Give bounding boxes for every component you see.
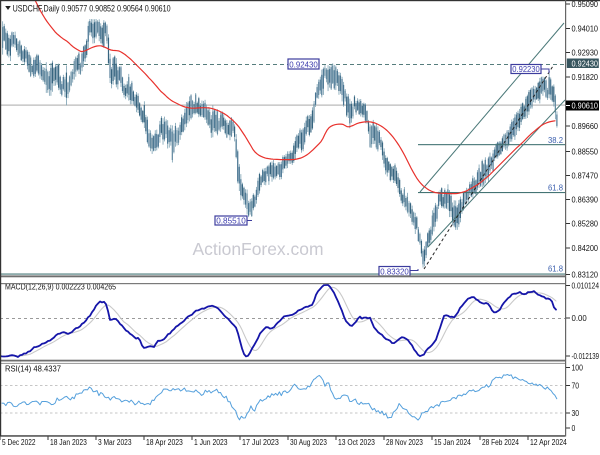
svg-text:0.010124: 0.010124: [572, 282, 600, 291]
svg-text:0.92430: 0.92430: [289, 59, 318, 69]
svg-text:12 Apr 2024: 12 Apr 2024: [530, 438, 567, 447]
svg-text:0.88550: 0.88550: [572, 148, 599, 157]
svg-text:MACD(12,26,9) 0.002223 0.00426: MACD(12,26,9) 0.002223 0.004265: [5, 283, 116, 292]
svg-text:0.85510: 0.85510: [216, 215, 246, 225]
svg-text:0.95090: 0.95090: [572, 0, 599, 9]
svg-text:0.92430: 0.92430: [572, 60, 599, 69]
svg-text:38.2: 38.2: [548, 136, 564, 145]
svg-text:30: 30: [572, 409, 580, 418]
svg-text:100: 100: [572, 364, 584, 373]
svg-text:13 Oct 2023: 13 Oct 2023: [338, 438, 375, 447]
svg-text:0.92930: 0.92930: [572, 49, 599, 58]
svg-text:15 Jan 2024: 15 Jan 2024: [434, 438, 471, 447]
svg-text:0.89660: 0.89660: [572, 122, 599, 131]
svg-text:USDCHF,Daily 0.90577 0.90852: USDCHF,Daily 0.90577 0.90852 0.90564 0.9…: [13, 3, 171, 14]
svg-text:0.90610: 0.90610: [572, 102, 599, 111]
svg-text:5 Dec 2022: 5 Dec 2022: [2, 438, 36, 447]
svg-text:0.86390: 0.86390: [572, 196, 599, 205]
svg-text:18 Jan 2023: 18 Jan 2023: [50, 438, 87, 447]
svg-text:-0.012139: -0.012139: [572, 352, 600, 361]
svg-text:0.91820: 0.91820: [572, 73, 599, 82]
svg-text:0.00: 0.00: [572, 314, 588, 323]
svg-text:0.84200: 0.84200: [572, 244, 599, 253]
svg-text:28 Nov 2023: 28 Nov 2023: [386, 438, 423, 447]
svg-text:18 Apr 2023: 18 Apr 2023: [146, 438, 183, 447]
svg-text:ActionForex.com: ActionForex.com: [193, 239, 324, 259]
svg-text:28 Feb 2024: 28 Feb 2024: [482, 438, 519, 447]
svg-text:1 Jun 2023: 1 Jun 2023: [194, 438, 228, 447]
svg-text:61.8: 61.8: [548, 265, 564, 274]
svg-text:0.83320: 0.83320: [380, 266, 409, 276]
svg-text:0.92230: 0.92230: [512, 64, 540, 74]
svg-text:30 Aug 2023: 30 Aug 2023: [290, 438, 327, 447]
svg-text:0.83120: 0.83120: [572, 271, 599, 280]
svg-text:17 Jul 2023: 17 Jul 2023: [242, 438, 279, 447]
svg-text:61.8: 61.8: [548, 184, 564, 193]
svg-text:0.87470: 0.87470: [572, 172, 599, 181]
svg-text:0: 0: [572, 424, 576, 433]
svg-text:70: 70: [572, 381, 580, 390]
svg-text:RSI(14) 48.4337: RSI(14) 48.4337: [5, 365, 62, 374]
svg-text:3 Mar 2023: 3 Mar 2023: [98, 438, 132, 447]
svg-text:0.85280: 0.85280: [572, 220, 599, 229]
svg-text:0.94010: 0.94010: [572, 25, 599, 34]
